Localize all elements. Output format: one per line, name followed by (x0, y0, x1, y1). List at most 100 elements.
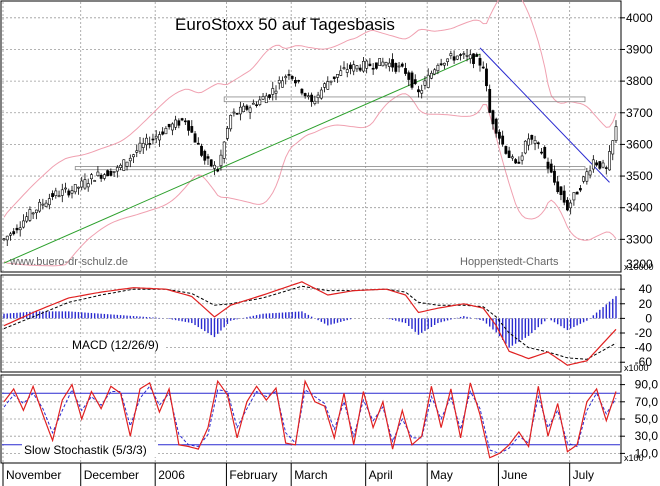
candle-body (99, 174, 103, 179)
candle-body (284, 76, 288, 79)
candle-body (472, 53, 475, 64)
candle-body (57, 195, 61, 198)
candle-body (585, 171, 589, 182)
macd-plot (3, 281, 617, 366)
price-tick-label: 3300 (626, 232, 653, 246)
candle-body (465, 55, 469, 57)
price-tick-label: 3700 (626, 106, 653, 120)
candle-body (553, 170, 556, 183)
candle-body (566, 199, 569, 211)
candle-body (125, 161, 129, 167)
resistance-band (223, 96, 586, 103)
candle-body (556, 181, 560, 193)
macd-tick-label: 0 (645, 311, 652, 325)
candle-body (290, 75, 294, 79)
price-tick-label: 3800 (626, 74, 653, 88)
candle-body (611, 140, 615, 155)
macd-panel-frame (0, 274, 622, 373)
candle-body (313, 100, 317, 104)
candle-body (294, 80, 297, 84)
bollinger-upper (3, 0, 617, 218)
candle-body (329, 80, 333, 83)
candle-body (25, 216, 29, 222)
candle-body (96, 171, 100, 177)
candle-body (161, 131, 165, 135)
candle-body (591, 159, 595, 170)
candle-body (391, 59, 394, 68)
stochastic-label: Slow Stochastik (5/3/3) (24, 443, 147, 457)
candle-body (128, 157, 132, 162)
candle-body (420, 90, 424, 94)
candle-body (93, 180, 97, 182)
candle-body (28, 209, 32, 221)
candle-body (287, 74, 291, 76)
candle-body (303, 93, 307, 97)
candle-body (64, 187, 67, 190)
candle-body (358, 67, 362, 71)
candle-body (248, 107, 252, 113)
candle-body (255, 104, 258, 106)
candle-body (384, 62, 388, 66)
candle-body (326, 81, 330, 90)
candle-body (238, 106, 242, 115)
candle-body (135, 150, 139, 153)
candle-body (352, 64, 356, 72)
candle-body (378, 58, 382, 66)
candle-body (349, 64, 352, 70)
stoch-tick-label: 70,0 (635, 395, 659, 409)
candle-body (73, 184, 77, 193)
candle-body (183, 120, 187, 123)
candle-body (559, 186, 563, 196)
candle-body (316, 94, 320, 99)
candle-body (498, 131, 501, 139)
candle-body (410, 72, 414, 88)
candle-body (2, 238, 6, 241)
candle-body (222, 141, 226, 159)
candle-body (83, 179, 87, 189)
candle-body (297, 80, 301, 82)
candle-body (310, 94, 314, 102)
candle-body (190, 126, 194, 133)
candle-body (122, 159, 126, 171)
macd-line (3, 281, 617, 366)
candle-body (478, 58, 482, 66)
candle-body (268, 94, 271, 98)
candle-body (180, 118, 184, 121)
stoch-tick-label: 50,0 (635, 412, 659, 426)
uptrend-trendline (3, 53, 481, 264)
candle-body (446, 58, 450, 62)
candle-body (455, 55, 459, 60)
month-label: May (430, 468, 453, 482)
candle-body (404, 68, 407, 74)
macd-label: MACD (12/26/9) (72, 338, 159, 352)
candle-body (374, 62, 378, 69)
candle-body (300, 88, 304, 94)
price-tick-label: 3900 (626, 42, 653, 56)
candle-body (154, 135, 158, 139)
candle-body (588, 170, 592, 176)
candle-body (510, 156, 514, 159)
stochastic-scale-note: x100 (624, 453, 644, 463)
candle-body (468, 54, 472, 59)
candle-body (138, 142, 142, 152)
candle-body (264, 95, 268, 104)
price-grid (2, 2, 620, 271)
candle-body (332, 76, 336, 79)
candle-body (15, 227, 19, 231)
candle-body (433, 69, 437, 75)
candle-body (60, 189, 64, 196)
candle-body (462, 53, 466, 55)
candle-body (417, 89, 420, 93)
candle-body (601, 162, 605, 168)
candle-body (219, 154, 223, 167)
candle-body (426, 74, 430, 88)
candle-body (80, 180, 84, 188)
candle-body (34, 209, 38, 214)
candle-body (381, 61, 385, 67)
candle-body (47, 198, 51, 206)
chart-title: EuroStoxx 50 auf Tagesbasis (175, 15, 395, 34)
macd-tick-label: -60 (635, 355, 653, 369)
candle-body (342, 67, 346, 70)
candle-body (274, 90, 278, 94)
candle-body (595, 162, 598, 166)
